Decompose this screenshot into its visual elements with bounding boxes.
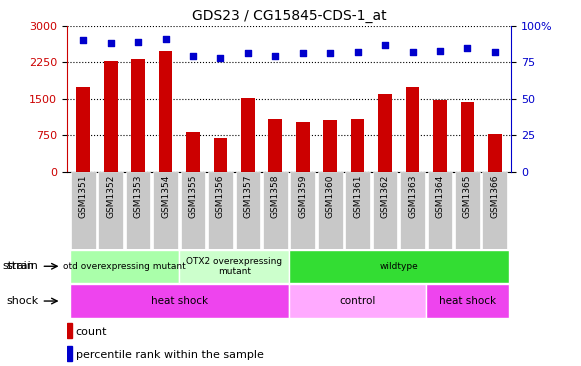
Text: strain: strain (3, 261, 35, 271)
Point (298, 51, 307, 56)
Text: GSM1365: GSM1365 (463, 174, 472, 218)
Bar (351, 119, 364, 172)
Bar (289, 284, 426, 318)
Bar (378, 94, 392, 172)
Bar (406, 87, 419, 172)
Text: GSM1355: GSM1355 (188, 174, 198, 218)
Bar (71, 172, 96, 249)
Text: shock: shock (6, 296, 39, 306)
Bar (426, 284, 508, 318)
Bar (159, 51, 173, 172)
Point (325, 51, 335, 56)
Point (408, 49, 417, 55)
Bar (153, 172, 178, 249)
Bar (461, 102, 474, 172)
Bar (263, 172, 288, 249)
Bar (324, 120, 337, 172)
Text: otd overexpressing mutant: otd overexpressing mutant (63, 262, 186, 271)
Text: GSM1361: GSM1361 (353, 174, 362, 218)
Bar (455, 172, 480, 249)
Bar (181, 172, 205, 249)
Point (435, 48, 444, 53)
Bar (70, 284, 289, 318)
Bar (373, 172, 397, 249)
Bar (318, 172, 343, 249)
Point (188, 53, 198, 59)
Text: heat shock: heat shock (150, 296, 208, 306)
Bar (98, 172, 123, 249)
Text: percentile rank within the sample: percentile rank within the sample (76, 350, 264, 359)
Point (490, 49, 500, 55)
Text: GSM1352: GSM1352 (106, 174, 115, 218)
Text: GSM1362: GSM1362 (381, 174, 390, 218)
Bar (400, 172, 425, 249)
Bar (345, 172, 370, 249)
Point (353, 49, 363, 55)
Bar (433, 100, 447, 172)
Bar (482, 172, 507, 249)
Text: control: control (339, 296, 376, 306)
Point (381, 42, 390, 48)
Text: GSM1366: GSM1366 (490, 174, 499, 218)
Text: GSM1354: GSM1354 (161, 174, 170, 218)
Text: GSM1363: GSM1363 (408, 174, 417, 218)
Bar (180, 250, 289, 283)
Point (271, 53, 280, 59)
Bar (104, 61, 117, 172)
Bar (428, 172, 452, 249)
Bar (241, 98, 254, 172)
Point (243, 51, 253, 56)
Point (462, 45, 472, 51)
Text: wildtype: wildtype (379, 262, 418, 271)
Text: GSM1359: GSM1359 (298, 174, 307, 218)
Bar (488, 134, 501, 172)
Bar (126, 172, 150, 249)
Text: GSM1351: GSM1351 (79, 174, 88, 218)
Bar (131, 59, 145, 172)
Point (106, 40, 116, 46)
Bar (208, 172, 233, 249)
Bar (235, 172, 260, 249)
Bar (290, 172, 315, 249)
Text: OTX2 overexpressing
mutant: OTX2 overexpressing mutant (186, 257, 282, 276)
Bar (70, 250, 180, 283)
Bar (296, 122, 310, 172)
Text: GSM1353: GSM1353 (134, 174, 143, 218)
Bar (77, 87, 90, 172)
Point (216, 55, 225, 61)
Text: count: count (76, 327, 107, 337)
Point (78, 37, 88, 43)
Text: heat shock: heat shock (439, 296, 496, 306)
Text: strain: strain (7, 261, 39, 271)
Text: GSM1358: GSM1358 (271, 174, 280, 218)
Text: GSM1364: GSM1364 (435, 174, 444, 218)
Bar (214, 138, 227, 172)
Bar (67, 323, 71, 339)
Title: GDS23 / CG15845-CDS-1_at: GDS23 / CG15845-CDS-1_at (192, 9, 386, 23)
Bar (186, 132, 200, 172)
Text: GSM1360: GSM1360 (326, 174, 335, 218)
Bar (67, 346, 71, 361)
Bar (268, 119, 282, 172)
Point (134, 39, 143, 45)
Bar (289, 250, 508, 283)
Point (161, 36, 170, 42)
Text: GSM1356: GSM1356 (216, 174, 225, 218)
Text: GSM1357: GSM1357 (243, 174, 252, 218)
